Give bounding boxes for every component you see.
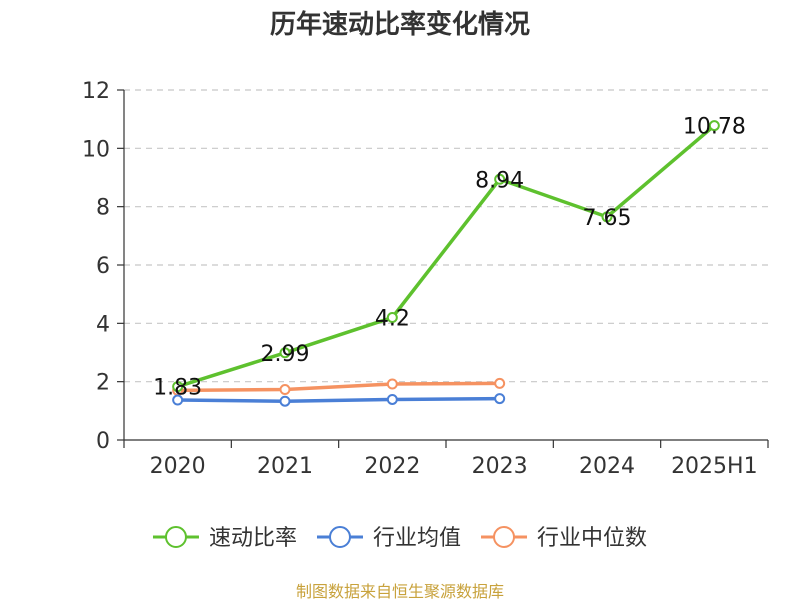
- y-tick-label: 0: [96, 429, 110, 454]
- axes: 0 2 4 6 8 10 12 2020 2021 2022 2023 2024 2025H1: [82, 79, 769, 479]
- series-line: [177, 396, 500, 403]
- series-lines: [172, 120, 720, 407]
- y-tick-label: 4: [96, 312, 110, 337]
- legend[interactable]: 速动比率 行业均值 行业中位数: [152, 526, 647, 551]
- data-point: [494, 173, 506, 185]
- data-label: 8.94: [475, 168, 524, 193]
- legend-swatch-marker: [164, 526, 187, 548]
- data-point: [386, 393, 398, 405]
- y-tick-label: 2: [96, 371, 110, 396]
- data-label: 1.83: [153, 376, 202, 401]
- data-point: [172, 394, 184, 406]
- x-tick-label: 2020: [150, 454, 206, 479]
- data-point: [386, 312, 398, 323]
- legend-label: 行业中位数: [537, 526, 647, 551]
- legend-item[interactable]: 行业中位数: [481, 526, 647, 551]
- x-tick-label: 2021: [257, 454, 313, 479]
- series-line: [177, 124, 716, 389]
- data-labels: 1.83 2.99 4.2 8.94 7.65 10.78: [153, 115, 746, 401]
- data-point: [708, 120, 720, 132]
- y-tick-label: 6: [96, 254, 110, 279]
- x-tick-label: 2024: [579, 454, 635, 479]
- data-point: [172, 381, 184, 393]
- data-point: [279, 347, 291, 359]
- series-line: [177, 381, 500, 393]
- y-tick-label: 8: [96, 196, 110, 221]
- data-point: [494, 377, 506, 389]
- legend-label: 行业均值: [373, 526, 461, 551]
- data-point: [386, 378, 398, 390]
- x-tick-label: 2025H1: [671, 454, 758, 479]
- x-tick-label: 2022: [364, 454, 420, 479]
- data-label: 2.99: [261, 342, 310, 367]
- data-point: [494, 393, 506, 405]
- data-point: [279, 384, 291, 396]
- data-label: 10.78: [683, 115, 746, 140]
- source-note: 制图数据来自恒生聚源数据库: [296, 582, 504, 600]
- legend-swatch-marker: [328, 526, 351, 548]
- legend-swatch-marker: [493, 526, 516, 548]
- x-tick-label: 2023: [472, 454, 528, 479]
- gridlines: [124, 89, 768, 383]
- y-tick-label: 10: [82, 137, 110, 162]
- legend-item[interactable]: 速动比率: [152, 526, 297, 551]
- data-point: [279, 395, 291, 407]
- data-label: 4.2: [375, 307, 410, 332]
- legend-label: 速动比率: [209, 526, 297, 551]
- chart-title: 历年速动比率变化情况: [270, 9, 530, 40]
- data-point: [601, 211, 613, 223]
- legend-item[interactable]: 行业均值: [316, 526, 461, 551]
- y-tick-label: 12: [82, 79, 110, 104]
- data-label: 7.65: [583, 206, 632, 231]
